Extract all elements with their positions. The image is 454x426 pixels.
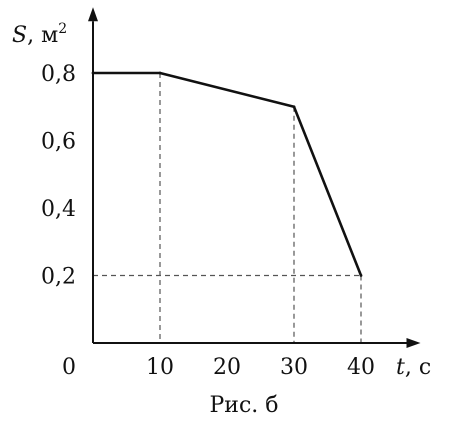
y-tick-label-0-4: 0,4 <box>41 197 76 222</box>
y-tick-label-0-8: 0,8 <box>41 62 76 87</box>
y-tick-label-0-2: 0,2 <box>41 265 76 290</box>
y-axis-symbol: S <box>12 23 27 48</box>
origin-label: 0 <box>62 355 76 380</box>
data-point-0-0 <box>91 71 95 75</box>
y-axis-label: S, м2 <box>12 21 67 48</box>
x-axis-label: t, с <box>396 355 431 380</box>
x-axis-unit: , с <box>405 355 431 380</box>
dashed-guides <box>93 73 362 343</box>
x-tick-label-40: 40 <box>347 355 375 380</box>
tick-labels: 10 20 30 40 0,2 0,4 0,6 0,8 <box>41 62 375 380</box>
series-layer <box>91 71 363 277</box>
x-tick-label-20: 20 <box>213 355 241 380</box>
figure-caption: Рис. б <box>209 393 278 418</box>
data-point-0-1 <box>158 71 162 75</box>
y-axis-arrow <box>88 7 98 22</box>
x-tick-label-30: 30 <box>280 355 308 380</box>
x-axis-symbol: t <box>396 355 405 380</box>
y-axis-unit-exponent: 2 <box>58 21 67 37</box>
data-point-0-3 <box>359 274 363 277</box>
x-tick-label-10: 10 <box>146 355 174 380</box>
x-axis-arrow <box>406 338 421 348</box>
y-tick-label-0-6: 0,6 <box>41 130 76 155</box>
axes <box>88 7 421 348</box>
series-line-0 <box>93 71 363 276</box>
data-point-0-2 <box>292 105 296 109</box>
y-axis-unit: , м <box>27 23 58 48</box>
